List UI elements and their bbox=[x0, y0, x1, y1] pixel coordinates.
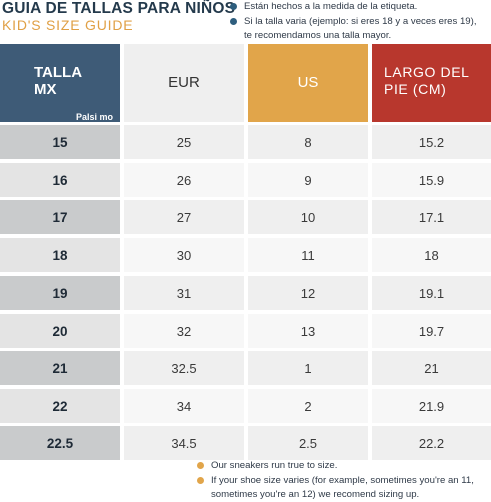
cell-foot-length: 15.2 bbox=[372, 125, 491, 159]
cell-us: 13 bbox=[248, 314, 368, 348]
table-row: 22 34 2 21.9 bbox=[0, 389, 491, 423]
cell-eur: 34.5 bbox=[124, 426, 244, 460]
cell-us: 12 bbox=[248, 276, 368, 310]
cell-eur: 26 bbox=[124, 163, 244, 197]
note-size-up-es-continued: te recomendamos una talla mayor. bbox=[244, 30, 392, 41]
table-row: 20 32 13 19.7 bbox=[0, 314, 491, 348]
bullet-icon bbox=[197, 477, 204, 484]
column-header-mx-line1: TALLA bbox=[34, 64, 83, 81]
cell-mx: 20 bbox=[0, 314, 120, 348]
column-header-mx: TALLA MX bbox=[0, 44, 120, 122]
cell-foot-length: 15.9 bbox=[372, 163, 491, 197]
cell-eur: 30 bbox=[124, 238, 244, 272]
cell-eur: 31 bbox=[124, 276, 244, 310]
cell-us: 10 bbox=[248, 200, 368, 234]
cell-mx: 17 bbox=[0, 200, 120, 234]
cell-eur: 32.5 bbox=[124, 351, 244, 385]
table-row: 17 27 10 17.1 bbox=[0, 200, 491, 234]
column-header-us: US bbox=[248, 44, 368, 122]
cell-foot-length: 19.1 bbox=[372, 276, 491, 310]
cell-foot-length: 17.1 bbox=[372, 200, 491, 234]
cell-us: 11 bbox=[248, 238, 368, 272]
bullet-icon bbox=[197, 462, 204, 469]
note-text: If your shoe size varies (for example, s… bbox=[211, 475, 474, 486]
cell-mx: 21 bbox=[0, 351, 120, 385]
table-row: 16 26 9 15.9 bbox=[0, 163, 491, 197]
note-size-up-en: If your shoe size varies (for example, s… bbox=[197, 474, 474, 488]
cell-foot-length: 21 bbox=[372, 351, 491, 385]
note-true-to-size-es: Están hechos a la medida de la etiqueta. bbox=[230, 0, 418, 14]
table-row: 15 25 8 15.2 bbox=[0, 125, 491, 159]
cell-eur: 27 bbox=[124, 200, 244, 234]
watermark: Palsi mo bbox=[76, 112, 114, 122]
page-title: GUIA DE TALLAS PARA NIÑOS bbox=[2, 0, 236, 17]
table-row: 21 32.5 1 21 bbox=[0, 351, 491, 385]
cell-mx: 15 bbox=[0, 125, 120, 159]
cell-eur: 32 bbox=[124, 314, 244, 348]
column-header-foot-line2: PIE (CM) bbox=[384, 81, 447, 97]
bullet-icon bbox=[230, 18, 237, 25]
cell-eur: 34 bbox=[124, 389, 244, 423]
cell-foot-length: 22.2 bbox=[372, 426, 491, 460]
cell-us: 2.5 bbox=[248, 426, 368, 460]
column-header-foot-length: LARGO DEL PIE (CM) bbox=[372, 44, 491, 122]
note-size-up-en-continued: sometimes you're an 12) we recomend sizi… bbox=[211, 489, 420, 500]
cell-mx: 19 bbox=[0, 276, 120, 310]
bullet-icon bbox=[230, 3, 237, 10]
cell-mx: 18 bbox=[0, 238, 120, 272]
table-row: 19 31 12 19.1 bbox=[0, 276, 491, 310]
note-true-to-size-en: Our sneakers run true to size. bbox=[197, 459, 338, 473]
note-text: Están hechos a la medida de la etiqueta. bbox=[244, 1, 418, 12]
page-subtitle: KID'S SIZE GUIDE bbox=[2, 17, 134, 33]
cell-us: 9 bbox=[248, 163, 368, 197]
note-text: Si la talla varia (ejemplo: si eres 18 y… bbox=[244, 16, 477, 27]
table-row: 18 30 11 18 bbox=[0, 238, 491, 272]
cell-mx: 22.5 bbox=[0, 426, 120, 460]
cell-foot-length: 18 bbox=[372, 238, 491, 272]
cell-mx: 22 bbox=[0, 389, 120, 423]
table-row: 22.5 34.5 2.5 22.2 bbox=[0, 426, 491, 460]
cell-us: 1 bbox=[248, 351, 368, 385]
column-header-foot-line1: LARGO DEL bbox=[384, 64, 470, 80]
note-size-up-es: Si la talla varia (ejemplo: si eres 18 y… bbox=[230, 15, 477, 29]
cell-foot-length: 19.7 bbox=[372, 314, 491, 348]
cell-foot-length: 21.9 bbox=[372, 389, 491, 423]
cell-eur: 25 bbox=[124, 125, 244, 159]
cell-us: 2 bbox=[248, 389, 368, 423]
column-header-eur: EUR bbox=[124, 44, 244, 122]
column-header-mx-line2: MX bbox=[34, 81, 57, 98]
cell-us: 8 bbox=[248, 125, 368, 159]
note-text: Our sneakers run true to size. bbox=[211, 460, 338, 471]
cell-mx: 16 bbox=[0, 163, 120, 197]
